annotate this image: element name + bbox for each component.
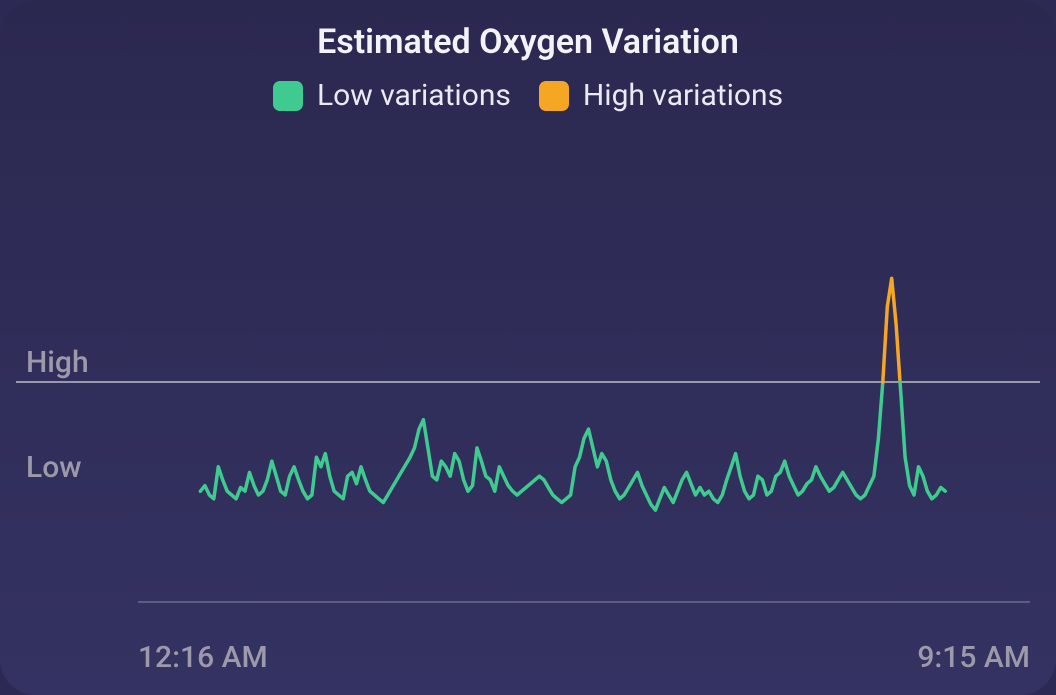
chart-plot-svg	[0, 0, 1056, 695]
series-segment	[883, 278, 900, 382]
oxygen-variation-card: Estimated Oxygen Variation Low variation…	[0, 0, 1056, 695]
series-segment	[200, 382, 882, 510]
series-segment	[900, 382, 945, 499]
